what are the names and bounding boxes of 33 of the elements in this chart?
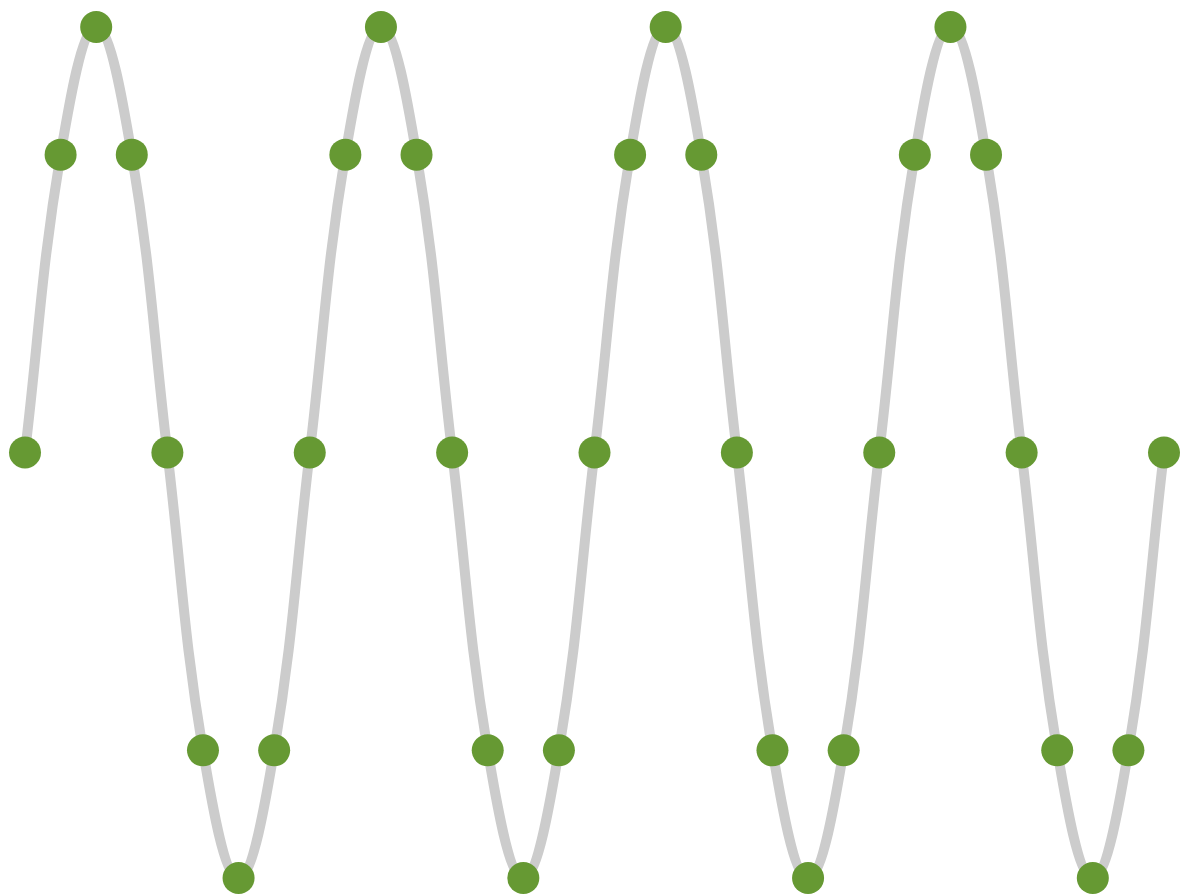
- point: [258, 734, 291, 767]
- point: [685, 138, 718, 171]
- point: [649, 11, 682, 43]
- point: [1041, 734, 1074, 767]
- point: [720, 436, 753, 469]
- point: [364, 11, 397, 43]
- point: [863, 436, 896, 469]
- point: [80, 11, 113, 43]
- point: [151, 436, 184, 469]
- point: [542, 734, 575, 767]
- point: [436, 436, 469, 469]
- point: [400, 138, 433, 171]
- point: [186, 734, 219, 767]
- point: [792, 862, 825, 894]
- point: [827, 734, 860, 767]
- point: [756, 734, 789, 767]
- point: [970, 138, 1003, 171]
- point: [578, 436, 611, 469]
- point: [614, 138, 647, 171]
- point: [1112, 734, 1145, 767]
- point: [115, 138, 148, 171]
- point: [1076, 862, 1109, 894]
- point: [898, 138, 931, 171]
- point: [222, 862, 255, 894]
- point: [329, 138, 362, 171]
- point: [44, 138, 77, 171]
- point: [1148, 436, 1180, 469]
- point: [293, 436, 326, 469]
- point: [934, 11, 967, 43]
- point: [1005, 436, 1038, 469]
- point: [507, 862, 540, 894]
- point: [471, 734, 504, 767]
- point: [9, 436, 41, 469]
